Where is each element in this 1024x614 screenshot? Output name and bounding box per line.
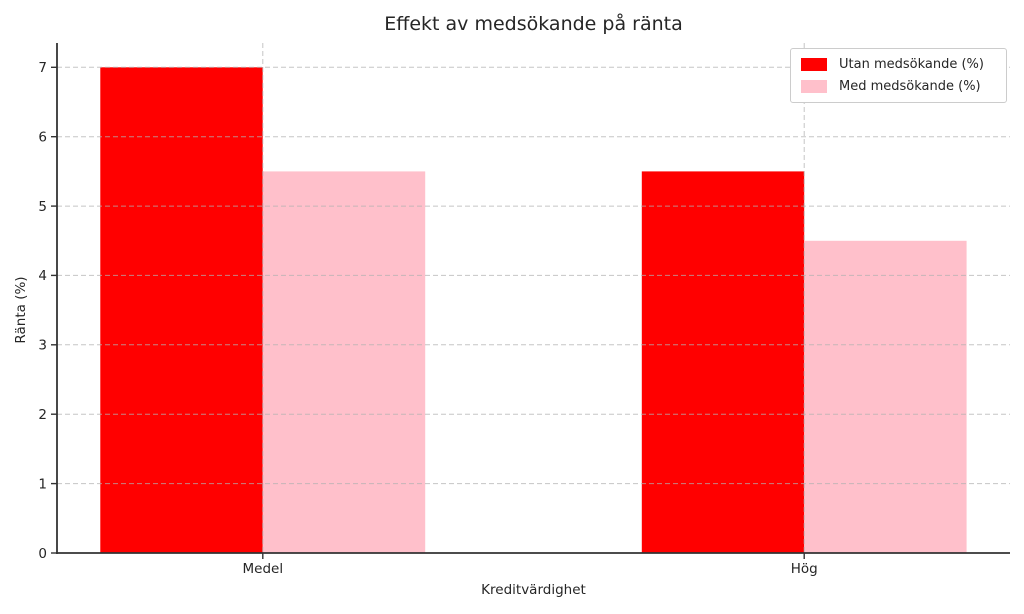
legend-item-0: Utan medsökande (%)	[801, 58, 996, 71]
x-tick-label-Medel: Medel	[243, 561, 284, 577]
y-tick-label-1: 1	[38, 476, 47, 492]
y-tick-label-3: 3	[38, 338, 47, 354]
legend-label-0: Utan medsökande (%)	[839, 57, 984, 72]
y-tick-label-2: 2	[38, 407, 47, 423]
bar-Medel-series0	[100, 67, 263, 554]
legend: Utan medsökande (%) Med medsökande (%)	[790, 48, 1007, 103]
x-tick-label-Hög: Hög	[791, 561, 818, 577]
y-tick-label-0: 0	[38, 546, 47, 562]
bar-Medel-series1	[262, 171, 426, 553]
x-axis-label: Kreditvärdighet	[481, 582, 586, 598]
bar-Hög-series0	[641, 171, 805, 553]
y-axis-label: Ränta (%)	[13, 276, 29, 344]
legend-swatch-0	[801, 58, 827, 71]
legend-label-1: Med medsökande (%)	[839, 79, 981, 94]
y-tick-label-6: 6	[38, 130, 47, 146]
legend-swatch-1	[801, 80, 827, 93]
bar-Hög-series1	[804, 240, 967, 554]
y-tick-label-4: 4	[38, 268, 47, 284]
y-tick-label-7: 7	[38, 60, 47, 76]
y-tick-label-5: 5	[38, 199, 47, 215]
chart-title: Effekt av medsökande på ränta	[384, 13, 683, 35]
legend-item-1: Med medsökande (%)	[801, 80, 996, 93]
